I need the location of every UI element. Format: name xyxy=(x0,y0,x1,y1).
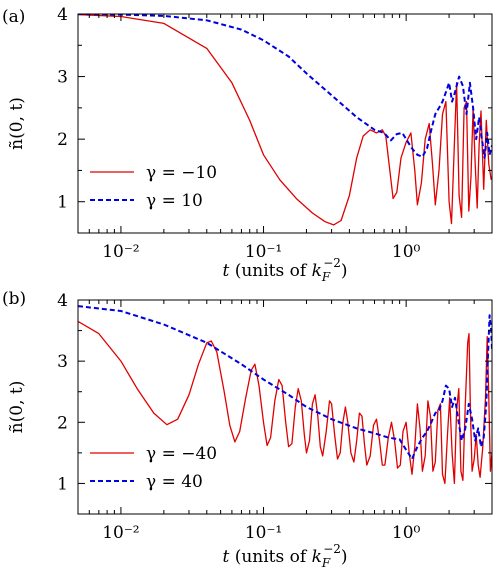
y-tick-label: 3 xyxy=(57,68,68,88)
chart-panel-b: 10⁻² 10⁻¹ 10⁰ 1 2 3 4 (b) t (units of kF−2) ñ(0, … xyxy=(2,289,493,569)
y-tick-label: 1 xyxy=(57,193,68,213)
series-line-neg xyxy=(78,320,492,485)
panel-label: (a) xyxy=(2,7,25,27)
x-tick-label: 10⁻² xyxy=(102,242,139,262)
x-axis-label: t (units of kF−2) xyxy=(222,256,347,284)
y-axis-label: ñ(0, t) xyxy=(7,381,27,434)
legend-label: γ = 40 xyxy=(146,472,203,492)
x-label-close: ) xyxy=(341,261,348,281)
x-tick-label: 10⁰ xyxy=(392,523,421,543)
legend-label: γ = 10 xyxy=(146,191,203,211)
series-group xyxy=(78,305,492,485)
x-tick-label: 10⁻¹ xyxy=(245,242,282,262)
x-label-k: k xyxy=(312,261,322,281)
x-label-units: (units of xyxy=(235,547,312,567)
x-label-var: t xyxy=(222,261,234,281)
y-tick-label: 4 xyxy=(57,291,68,311)
legend-label: γ = −40 xyxy=(146,444,217,464)
y-tick-label: 2 xyxy=(57,413,68,433)
x-label-sup: −2 xyxy=(323,256,341,270)
series-group xyxy=(78,14,492,226)
series-line-neg xyxy=(78,14,492,226)
series-line-pos xyxy=(78,305,492,460)
y-tick-label: 3 xyxy=(57,352,68,372)
y-axis-label: ñ(0, t) xyxy=(7,97,27,150)
y-tick-label: 1 xyxy=(57,474,68,494)
x-tick-label: 10⁻² xyxy=(102,523,139,543)
x-tick-label: 10⁻¹ xyxy=(245,523,282,543)
x-label-sub: F xyxy=(321,270,331,284)
x-label-sub: F xyxy=(321,556,331,569)
x-label-units: (units of xyxy=(235,261,312,281)
chart-panel-a: 10⁻² 10⁻¹ 10⁰ 1 2 3 4 (a) t (units of kF−2) ñ(0, … xyxy=(2,5,493,284)
series-line-pos xyxy=(78,14,492,159)
x-label-close: ) xyxy=(341,547,348,567)
x-label-k: k xyxy=(312,547,322,567)
x-label-var: t xyxy=(222,547,234,567)
y-tick-label: 2 xyxy=(57,130,68,150)
x-tick-label: 10⁰ xyxy=(392,242,421,262)
panel-label: (b) xyxy=(2,289,26,309)
x-label-sup: −2 xyxy=(323,542,341,556)
legend-label: γ = −10 xyxy=(146,163,217,183)
plot-frame xyxy=(77,299,493,515)
x-axis-label: t (units of kF−2) xyxy=(222,542,347,569)
plot-frame xyxy=(77,13,493,234)
y-tick-label: 4 xyxy=(57,5,68,25)
